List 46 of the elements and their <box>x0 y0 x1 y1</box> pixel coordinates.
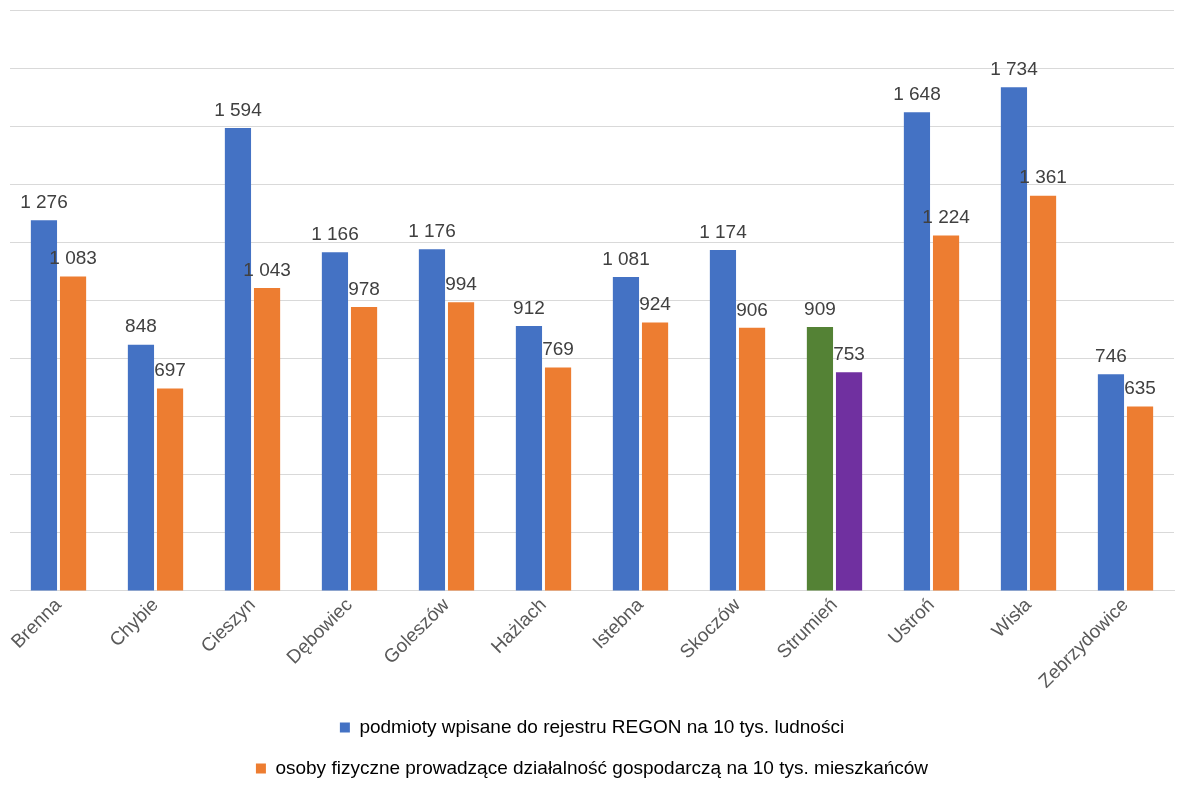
legend-label: podmioty wpisane do rejestru REGON na 10 tys. ludności <box>359 715 845 737</box>
bar <box>806 326 834 591</box>
data-label: 746 <box>1095 345 1127 367</box>
bar <box>1126 406 1154 591</box>
data-label: 769 <box>542 338 574 360</box>
data-label: 1 166 <box>311 223 359 245</box>
data-label: 1 648 <box>893 82 941 104</box>
data-label: 909 <box>804 297 836 319</box>
data-label: 1 174 <box>699 220 748 242</box>
bar <box>447 302 475 591</box>
data-label: 1 734 <box>990 58 1039 80</box>
data-label: 697 <box>154 359 186 381</box>
data-label: 1 081 <box>602 247 650 269</box>
bar <box>612 276 640 591</box>
bar <box>641 322 669 591</box>
bar <box>515 326 543 591</box>
bar <box>418 249 446 591</box>
bar <box>932 235 960 591</box>
bar <box>59 276 87 591</box>
bar <box>253 288 281 591</box>
data-label: 635 <box>1124 377 1156 399</box>
data-label: 1 276 <box>20 191 68 213</box>
bar <box>738 327 766 591</box>
bar <box>709 249 737 591</box>
bar <box>544 367 572 591</box>
bar <box>127 344 155 591</box>
data-label: 1 594 <box>214 98 263 120</box>
data-label: 1 176 <box>408 220 456 242</box>
bar <box>835 372 863 591</box>
data-label: 753 <box>833 342 865 364</box>
bar <box>30 220 58 591</box>
bar <box>350 306 378 591</box>
legend-label: osoby fizyczne prowadzące działalność gospodarczą na 10 tys. mieszkańców <box>275 756 929 778</box>
data-label: 994 <box>445 272 478 294</box>
data-label: 912 <box>513 296 545 318</box>
data-label: 924 <box>639 293 672 315</box>
bar <box>1097 374 1125 591</box>
bar <box>321 252 349 591</box>
bar <box>1029 195 1057 591</box>
bar <box>224 127 252 591</box>
bar <box>903 112 931 591</box>
data-label: 906 <box>736 298 768 320</box>
bar <box>156 388 184 591</box>
data-label: 848 <box>125 315 157 337</box>
bar <box>1000 87 1028 591</box>
data-label: 978 <box>348 277 380 299</box>
